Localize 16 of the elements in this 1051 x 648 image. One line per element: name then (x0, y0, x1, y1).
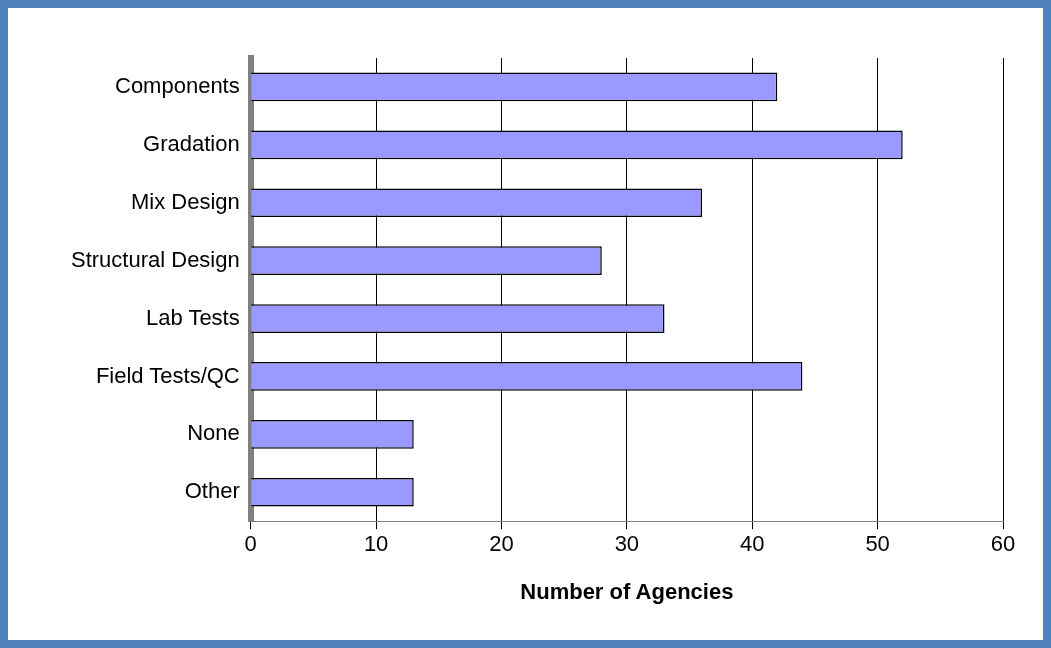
x-tick-label: 40 (740, 531, 765, 557)
x-tick-label: 20 (489, 531, 514, 557)
y-tick-label: Other (184, 478, 240, 504)
y-tick-label: Field Tests/QC (95, 362, 240, 388)
x-axis-title: Number of Agencies (520, 578, 734, 604)
y-tick-label: Gradation (143, 130, 240, 156)
y-tick-label: Components (114, 73, 240, 99)
x-tick-label: 10 (363, 531, 389, 557)
x-tick-label: 60 (990, 531, 1016, 557)
y-tick-label: Lab Tests (145, 304, 240, 330)
y-tick-label: Structural Design (70, 246, 240, 272)
x-tick-label: 30 (614, 531, 640, 557)
x-tick-label: 0 (244, 531, 257, 557)
y-tick-label: Mix Design (130, 188, 240, 214)
y-tick-label: None (187, 420, 240, 446)
x-tick-label: 50 (865, 531, 890, 557)
